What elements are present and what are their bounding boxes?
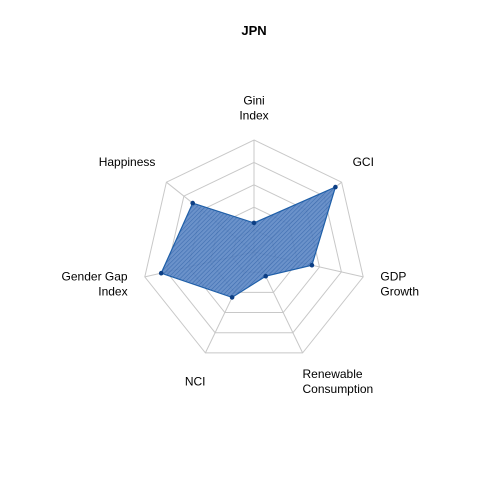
data-point-4 [229,295,235,300]
data-point-3 [263,273,269,279]
series-area-0 [160,186,337,299]
grid-ring-5 [144,139,364,354]
data-point-1 [333,184,338,190]
data-point-6 [190,200,195,206]
radar-series [158,184,338,300]
axis-label-3: Renewable Consumption [303,367,374,396]
axis-label-2: GDP Growth [380,270,419,299]
data-point-2 [309,262,315,268]
chart-title: JPN [241,23,266,38]
axis-label-5: Gender Gap Index [62,270,128,299]
data-point-0 [251,220,257,226]
axis-label-6: Happiness [99,155,156,169]
axis-labels: Gini Index GCI GDP Growth Renewable Consumptio… [62,94,420,397]
axis-label-4: NCI [185,375,206,389]
axis-label-0: Gini Index [239,94,268,123]
data-point-5 [158,270,164,276]
axis-label-1: GCI [353,155,374,169]
